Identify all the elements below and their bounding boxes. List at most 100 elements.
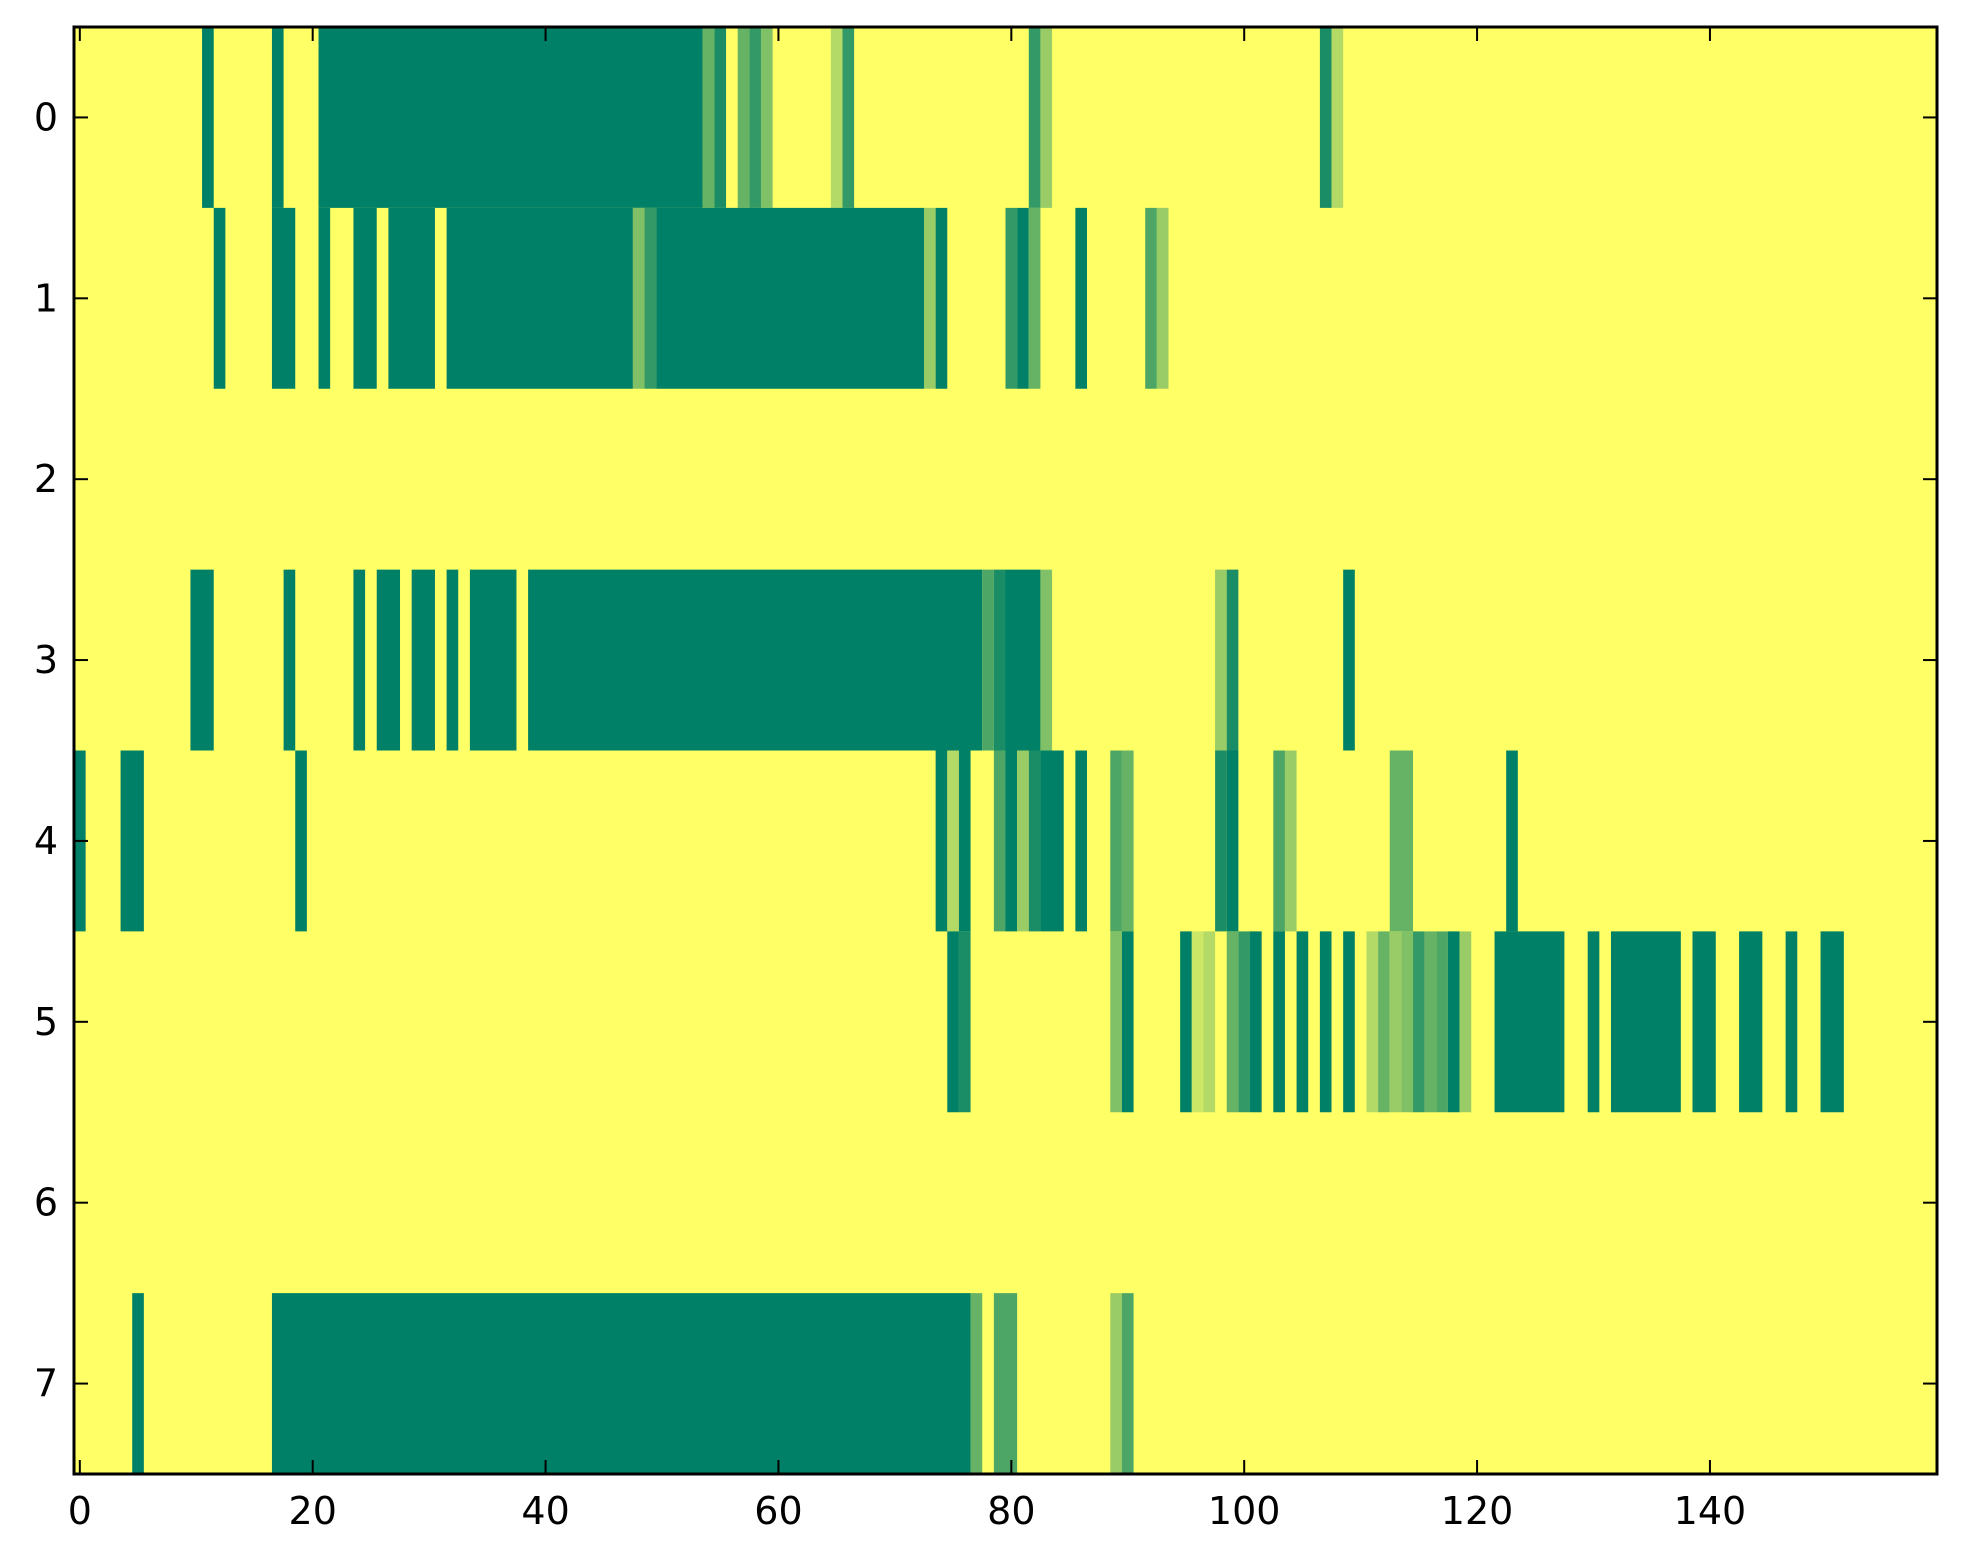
- heatmap-cell: [1145, 207, 1157, 389]
- y-tick-label: 5: [34, 1000, 58, 1044]
- heatmap-cell: [213, 207, 226, 389]
- x-tick-label: 60: [754, 1489, 802, 1533]
- heatmap-cell: [1401, 931, 1414, 1113]
- heatmap-cell: [1238, 931, 1251, 1113]
- x-tick-label: 120: [1441, 1489, 1514, 1533]
- heatmap-cell: [446, 569, 459, 751]
- heatmap-cell: [271, 207, 296, 389]
- heatmap-cell: [644, 207, 657, 389]
- heatmap-cell: [1692, 931, 1716, 1113]
- heatmap-cells: [74, 27, 1844, 1475]
- heatmap-cell: [1017, 750, 1029, 932]
- heatmap-cell: [1343, 569, 1355, 751]
- heatmap-cell: [1739, 931, 1763, 1113]
- heatmap-cell: [1447, 931, 1460, 1113]
- heatmap-cell: [1110, 931, 1122, 1113]
- heatmap-cell: [947, 750, 959, 932]
- heatmap-cell: [1343, 931, 1355, 1113]
- heatmap-cell: [411, 569, 435, 751]
- heatmap-cell: [283, 569, 296, 751]
- heatmap-cell: [993, 750, 1006, 932]
- heatmap-cell: [1121, 750, 1134, 932]
- heatmap-cell: [1820, 931, 1844, 1113]
- heatmap-cell: [1319, 931, 1332, 1113]
- heatmap-cell: [935, 207, 948, 389]
- heatmap-cell: [1459, 931, 1472, 1113]
- heatmap-cell: [376, 569, 401, 751]
- heatmap-cell: [830, 27, 843, 208]
- heatmap-cell: [1005, 750, 1018, 932]
- y-tick-label: 4: [34, 819, 58, 863]
- heatmap-cell: [190, 569, 214, 751]
- heatmap-cell: [760, 27, 773, 208]
- heatmap-cell: [1121, 1293, 1134, 1475]
- heatmap-cell: [958, 750, 971, 932]
- heatmap-cell: [1005, 569, 1041, 751]
- x-tick-label: 100: [1208, 1489, 1281, 1533]
- heatmap-cell: [1040, 750, 1064, 932]
- y-tick-label: 1: [34, 276, 58, 320]
- heatmap-cell: [1215, 750, 1227, 932]
- heatmap-cell: [1424, 931, 1437, 1113]
- heatmap-cell: [1389, 750, 1414, 932]
- x-tick-label: 80: [987, 1489, 1035, 1533]
- heatmap-cell: [749, 27, 761, 208]
- heatmap-cell: [1110, 750, 1122, 932]
- heatmap-cell: [1226, 569, 1239, 751]
- heatmap-cell: [1250, 931, 1262, 1113]
- heatmap-cell: [318, 207, 331, 389]
- heatmap-cell: [469, 569, 517, 751]
- heatmap-cell: [318, 27, 703, 208]
- heatmap-cell: [842, 27, 855, 208]
- heatmap-cell: [923, 207, 936, 389]
- heatmap-cell: [702, 27, 715, 208]
- heatmap-cell: [528, 569, 983, 751]
- heatmap-cell: [1075, 207, 1087, 389]
- y-tick-label: 7: [34, 1362, 58, 1406]
- heatmap-cell: [120, 750, 144, 932]
- heatmap-cell: [1226, 931, 1239, 1113]
- heatmap-cell: [1273, 750, 1285, 932]
- heatmap-cell: [1785, 931, 1798, 1113]
- heatmap-cell: [1028, 27, 1041, 208]
- heatmap-cell: [353, 207, 377, 389]
- heatmap-cell: [1506, 750, 1518, 932]
- tick-labels: 0 20 40 60 80 100 120 140 0 1 2 3 4 5 6 7: [34, 95, 1746, 1533]
- heatmap-cell: [1180, 931, 1192, 1113]
- heatmap-cell: [1028, 750, 1041, 932]
- heatmap-cell: [1587, 931, 1600, 1113]
- heatmap-cell: [353, 569, 366, 751]
- heatmap-cell: [202, 27, 214, 208]
- heatmap-cell: [295, 750, 307, 932]
- x-tick-label: 0: [68, 1489, 92, 1533]
- heatmap-cell: [656, 207, 924, 389]
- heatmap-cell: [1040, 569, 1053, 751]
- heatmap-cell: [1005, 207, 1018, 389]
- heatmap-cell: [1017, 207, 1029, 389]
- heatmap-cell: [958, 931, 971, 1113]
- heatmap-cell: [714, 27, 727, 208]
- y-tick-label: 3: [34, 638, 58, 682]
- y-tick-label: 6: [34, 1181, 58, 1225]
- heatmap-cell: [1366, 931, 1379, 1113]
- heatmap-cell: [1319, 27, 1332, 208]
- heatmap-cell: [1436, 931, 1448, 1113]
- heatmap-cell: [1203, 931, 1216, 1113]
- heatmap-cell: [388, 207, 435, 389]
- heatmap-cell: [1296, 931, 1309, 1113]
- heatmap-cell: [1331, 27, 1344, 208]
- heatmap-cell: [1040, 27, 1053, 208]
- x-tick-label: 40: [521, 1489, 569, 1533]
- heatmap-cell: [1121, 931, 1134, 1113]
- heatmap-cell: [1156, 207, 1169, 389]
- heatmap-cell: [1610, 931, 1681, 1113]
- heatmap-cell: [132, 1293, 144, 1475]
- heatmap-cell: [1413, 931, 1425, 1113]
- heatmap-cell: [947, 931, 959, 1113]
- heatmap-cell: [1191, 931, 1204, 1113]
- heatmap-cell: [632, 207, 645, 389]
- heatmap-cell: [1215, 569, 1227, 751]
- x-tick-label: 140: [1674, 1489, 1747, 1533]
- heatmap-cell: [1028, 207, 1041, 389]
